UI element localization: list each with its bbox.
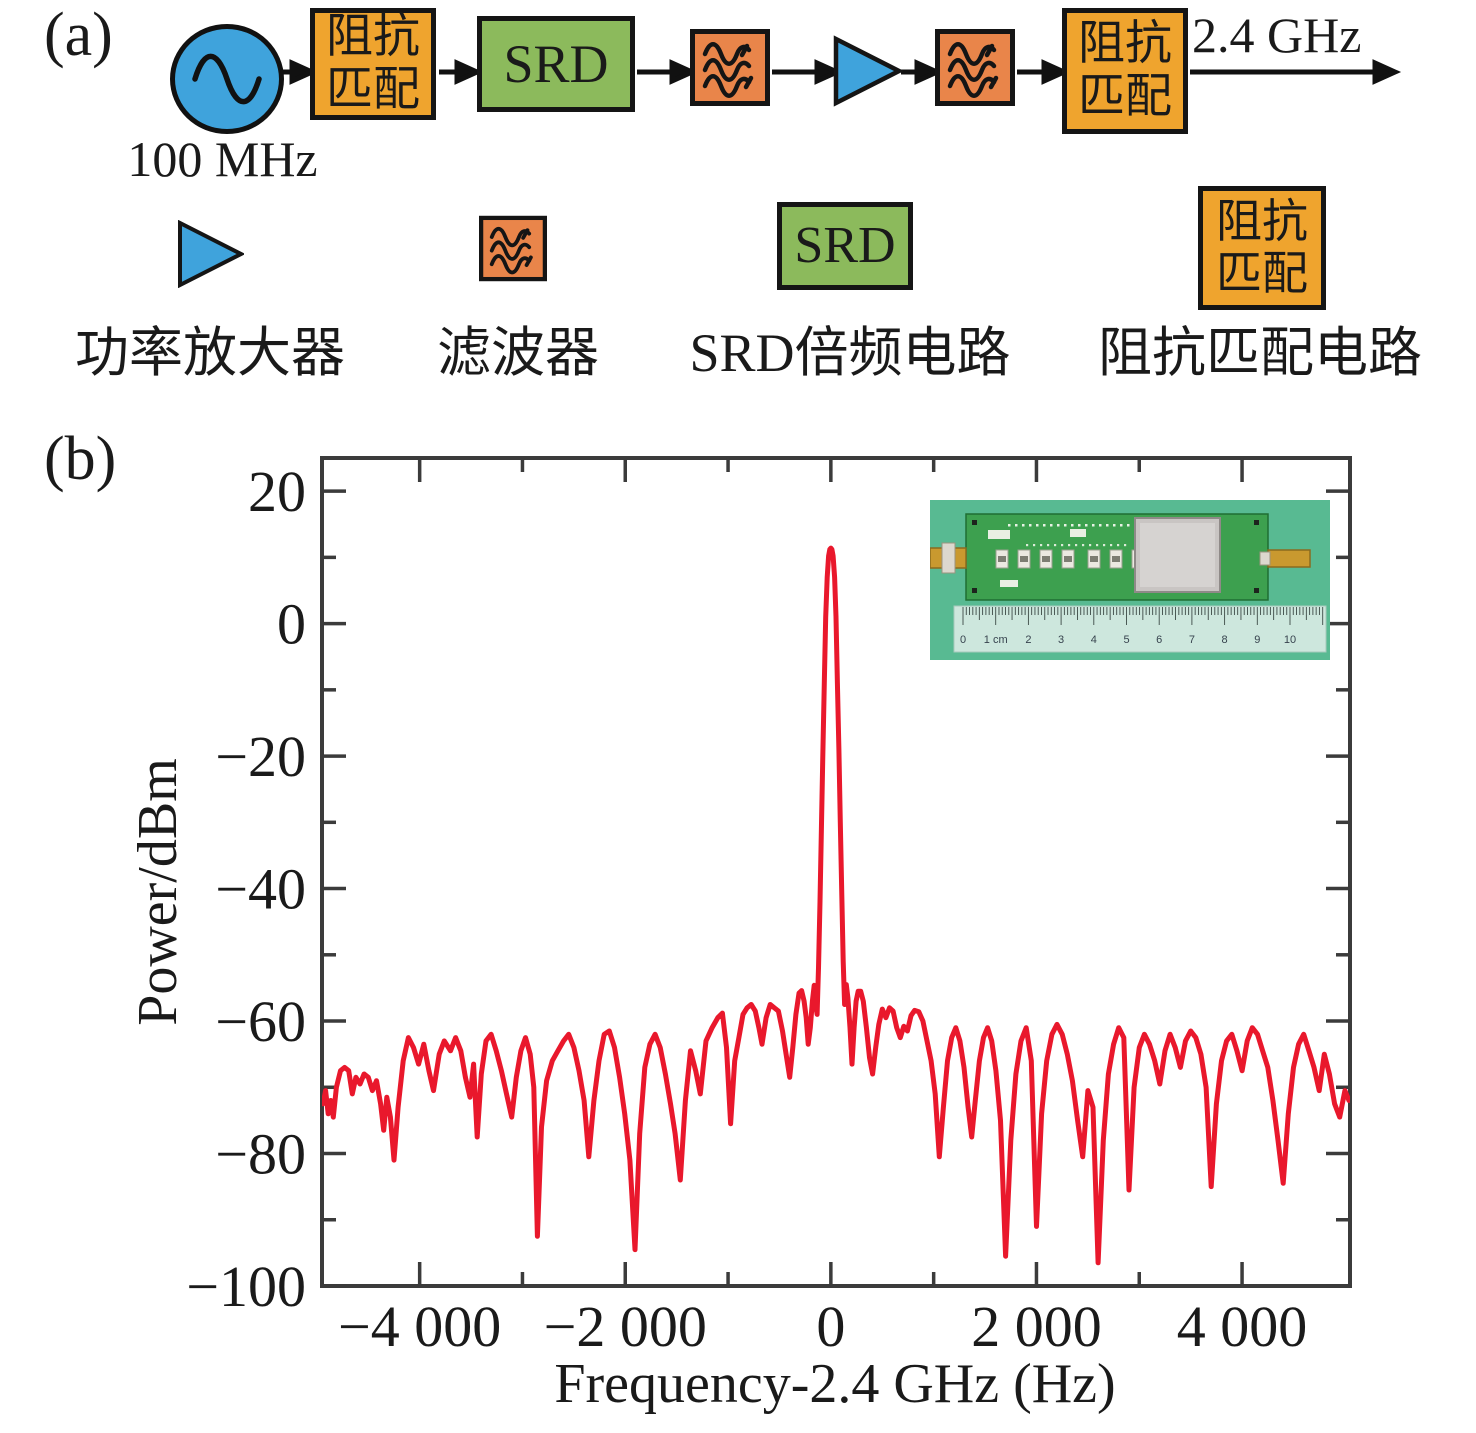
output-frequency-label: 2.4 GHz [1192, 7, 1362, 63]
pcb-photo-graphic: 0 1 cm 2 3 4 5 6 7 8 9 10 [930, 500, 1330, 660]
legend-label-amplifier: 功率放大器 [75, 323, 345, 383]
bandpass-filter-icon-2 [935, 29, 1015, 106]
pcb-photo-inset: 0 1 cm 2 3 4 5 6 7 8 9 10 [930, 500, 1330, 660]
bandpass-filter-icon-1 [690, 29, 770, 106]
ruler-number: 6 [1156, 634, 1162, 646]
tick-label: 2 000 [971, 1294, 1102, 1359]
srd-multiplier-block: SRD [477, 16, 635, 112]
impedance-matching-block-1: 阻抗 匹配 [310, 8, 436, 120]
panel-b-label: (b) [44, 425, 117, 493]
sine-wave-icon [192, 53, 262, 105]
ruler-number: 2 [1025, 634, 1031, 646]
filter-icon-legend [479, 215, 547, 282]
tick-label: 4 000 [1177, 1294, 1308, 1359]
ruler-number: 5 [1123, 634, 1129, 646]
ruler-number: 1 cm [984, 634, 1008, 646]
ruler-number: 10 [1284, 634, 1296, 646]
tick-label: −100 [186, 1254, 306, 1319]
panel-a-label: (a) [44, 1, 113, 69]
sma-connector-right [1267, 549, 1311, 568]
spectrum-trace [322, 545, 1350, 1266]
tick-label: 0 [277, 592, 306, 657]
ruler-number: 7 [1189, 634, 1195, 646]
impedance-matching-block-2: 阻抗 匹配 [1062, 8, 1188, 134]
legend-label-srd: SRD倍频电路 [689, 323, 1011, 383]
ruler-number: 3 [1058, 634, 1064, 646]
impedance-icon-legend: 阻抗 匹配 [1198, 186, 1326, 310]
tick-label: −4 000 [338, 1294, 501, 1359]
ruler-number: 0 [960, 634, 966, 646]
y-axis-title: Power/dBm [127, 758, 189, 1026]
tick-label: −40 [215, 857, 306, 922]
signal-source [170, 24, 284, 134]
x-axis-title: Frequency-2.4 GHz (Hz) [554, 1353, 1116, 1415]
plot-frame [320, 456, 1352, 1288]
ruler-number: 9 [1254, 634, 1260, 646]
legend-label-impedance: 阻抗匹配电路 [1098, 323, 1422, 383]
tick-label: −60 [215, 989, 306, 1054]
tick-label: −20 [215, 724, 306, 789]
tick-label: 20 [248, 459, 306, 524]
tick-label: −80 [215, 1122, 306, 1187]
signal-flow-arrows [276, 59, 1402, 85]
tick-label: −2 000 [544, 1294, 707, 1359]
source-frequency-label: 100 MHz [127, 131, 318, 187]
amplifier-icon-legend [178, 220, 244, 288]
ruler-number: 8 [1222, 634, 1228, 646]
srd-icon-legend: SRD [777, 202, 913, 290]
ruler-number: 4 [1091, 634, 1097, 646]
panel-a: (a) 100 MHz 阻抗 匹配 SRD [0, 0, 1476, 410]
legend-label-filter: 滤波器 [437, 323, 599, 383]
tick-label: 0 [816, 1294, 845, 1359]
amplifier-icon-chain [833, 35, 903, 107]
